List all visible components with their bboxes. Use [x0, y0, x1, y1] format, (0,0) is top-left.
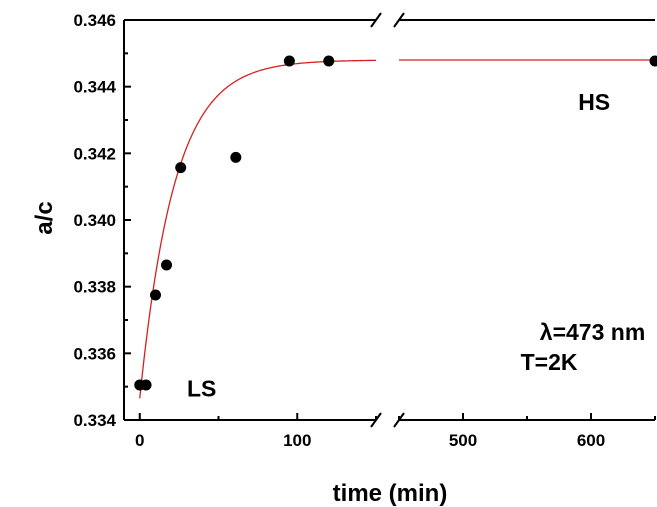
- break-mark: [370, 412, 382, 428]
- y-tick-label: 0.342: [73, 144, 116, 163]
- fit-curve-left: [139, 59, 377, 399]
- x-tick-label: 100: [283, 431, 311, 450]
- tick-labels: 0.334 0.336 0.338 0.340 0.342 0.344 0.346 0 100 5…: [73, 11, 605, 450]
- annotation-label: T=2K: [521, 349, 578, 375]
- annotation-label: LS: [187, 376, 216, 402]
- data-point: [140, 379, 152, 391]
- y-tick-label: 0.336: [73, 344, 116, 363]
- axis-breaks: [370, 12, 405, 428]
- x-tick-label: 600: [577, 431, 605, 450]
- y-tick-label: 0.344: [73, 78, 116, 97]
- data-point: [323, 55, 335, 67]
- y-tick-label: 0.334: [73, 411, 116, 430]
- x-axis-title: time (min): [333, 480, 448, 507]
- data-point: [150, 289, 161, 301]
- data-point: [161, 259, 173, 271]
- break-mark: [393, 12, 405, 28]
- data-point: [175, 162, 187, 174]
- points-layer: [134, 55, 657, 391]
- y-tick-label: 0.340: [73, 211, 116, 230]
- data-point: [283, 55, 295, 67]
- x-tick-label: 0: [135, 431, 144, 450]
- data-point: [230, 151, 242, 163]
- y-tick-label: 0.346: [73, 11, 116, 30]
- annotation-label: HS: [578, 89, 610, 115]
- axes: [123, 19, 656, 421]
- data-point: [649, 55, 657, 67]
- annotation-label: λ=473 nm: [540, 319, 646, 345]
- break-mark: [393, 412, 405, 428]
- break-mark: [370, 12, 382, 28]
- y-tick-label: 0.338: [73, 278, 116, 297]
- x-tick-label: 500: [449, 431, 477, 450]
- y-axis-title: a/c: [31, 201, 58, 234]
- annotations: HS LS λ=473 nm T=2K: [187, 89, 645, 402]
